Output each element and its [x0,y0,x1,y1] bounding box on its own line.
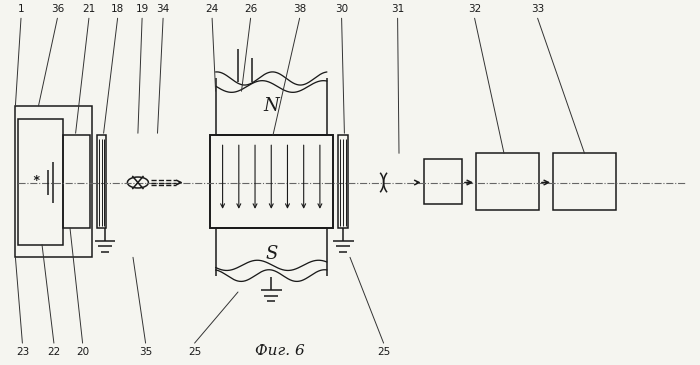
Text: 38: 38 [293,4,306,14]
Text: 36: 36 [51,4,64,14]
Text: S: S [265,245,277,263]
Text: 23: 23 [16,347,29,357]
Text: N: N [263,97,279,115]
Text: 34: 34 [157,4,169,14]
Text: 21: 21 [83,4,95,14]
Bar [97,135,106,228]
Text: 20: 20 [76,347,89,357]
Bar [424,159,462,204]
Text: *: * [33,174,40,187]
Text: 25: 25 [377,347,390,357]
Text: 22: 22 [48,347,60,357]
Text: 24: 24 [206,4,218,14]
Text: 31: 31 [391,4,404,14]
Text: 35: 35 [139,347,152,357]
Text: 1: 1 [18,4,24,14]
Bar [476,153,539,210]
Bar [553,153,616,210]
Bar [338,135,348,228]
Text: 33: 33 [531,4,544,14]
Text: Фиг. 6: Фиг. 6 [255,344,305,358]
Text: 19: 19 [136,4,148,14]
Text: 30: 30 [335,4,348,14]
Text: 26: 26 [244,4,257,14]
Text: 32: 32 [468,4,481,14]
Bar [15,106,92,257]
Text: 18: 18 [111,4,124,14]
Text: 25: 25 [188,347,201,357]
Bar [63,135,90,228]
Bar [210,135,332,228]
Bar [18,119,63,245]
